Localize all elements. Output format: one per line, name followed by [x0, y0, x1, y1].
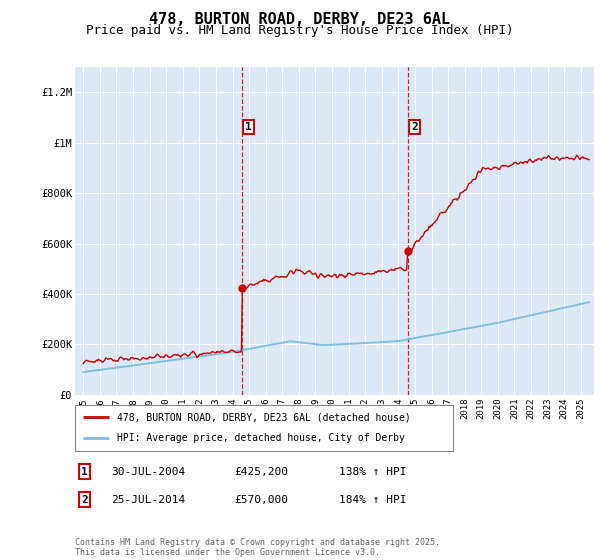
Text: 1: 1 [81, 466, 88, 477]
Text: Price paid vs. HM Land Registry's House Price Index (HPI): Price paid vs. HM Land Registry's House … [86, 24, 514, 38]
Text: 184% ↑ HPI: 184% ↑ HPI [339, 494, 407, 505]
Text: 25-JUL-2014: 25-JUL-2014 [111, 494, 185, 505]
Text: 478, BURTON ROAD, DERBY, DE23 6AL: 478, BURTON ROAD, DERBY, DE23 6AL [149, 12, 451, 27]
Text: 138% ↑ HPI: 138% ↑ HPI [339, 466, 407, 477]
Text: 2: 2 [81, 494, 88, 505]
Text: £570,000: £570,000 [234, 494, 288, 505]
Text: Contains HM Land Registry data © Crown copyright and database right 2025.
This d: Contains HM Land Registry data © Crown c… [75, 538, 440, 557]
Text: 478, BURTON ROAD, DERBY, DE23 6AL (detached house): 478, BURTON ROAD, DERBY, DE23 6AL (detac… [116, 412, 410, 422]
Text: 2: 2 [411, 122, 418, 132]
Text: 1: 1 [245, 122, 252, 132]
Text: £425,200: £425,200 [234, 466, 288, 477]
Text: 30-JUL-2004: 30-JUL-2004 [111, 466, 185, 477]
Text: HPI: Average price, detached house, City of Derby: HPI: Average price, detached house, City… [116, 433, 404, 444]
